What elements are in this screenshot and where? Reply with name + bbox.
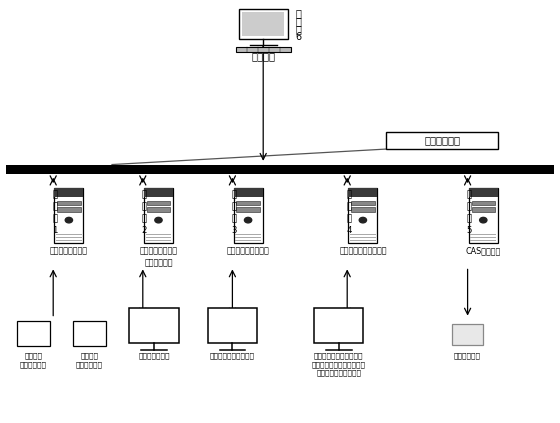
Bar [472,201,495,205]
Bar [54,188,83,243]
Text: 飞行仿真激励模块
视景仿真模块: 飞行仿真激励模块 视景仿真模块 [139,247,178,267]
Text: 作: 作 [466,202,472,211]
Text: 以太网交换机: 以太网交换机 [424,135,460,146]
Text: 前遮光罩设备仿真显示区
中央操控台设备仿真显示区
顶控板设备仿真显示区: 前遮光罩设备仿真显示区 中央操控台设备仿真显示区 顶控板设备仿真显示区 [312,353,366,376]
Bar [56,240,82,241]
Bar [350,234,376,235]
Bar [146,240,171,241]
Text: 作: 作 [295,16,301,26]
Bar [469,188,498,197]
Text: 工: 工 [142,190,147,199]
Bar [147,207,170,212]
Text: CAS告警模块: CAS告警模块 [466,247,501,255]
Text: 作: 作 [346,202,352,211]
Bar [208,308,257,343]
Bar [6,165,554,174]
Text: 工: 工 [346,190,352,199]
Bar [348,188,377,197]
Bar [242,12,284,36]
Text: 工: 工 [52,190,58,199]
Text: 工: 工 [466,190,472,199]
Bar [57,201,81,205]
Bar [73,321,106,346]
Bar [54,188,83,197]
Circle shape [245,217,252,223]
Bar [351,201,375,205]
Text: 作: 作 [231,202,237,211]
Text: 主驾驶位
驾驶盘和脚蹬: 主驾驶位 驾驶盘和脚蹬 [20,353,47,368]
Text: 站: 站 [142,214,147,223]
Text: 1: 1 [52,226,58,235]
Bar [314,308,363,343]
Bar [235,240,261,241]
Text: 站: 站 [346,214,352,223]
Text: 画面显示与控制模块: 画面显示与控制模块 [227,247,269,255]
Bar [470,240,496,241]
Bar [386,132,498,149]
Text: 站: 站 [52,214,58,223]
Bar [470,234,496,235]
Bar [472,207,495,212]
Text: 作: 作 [142,202,147,211]
Bar [239,9,288,39]
Text: 工: 工 [231,190,237,199]
Text: 4: 4 [346,226,352,235]
Bar [351,207,375,212]
Text: 站: 站 [466,214,472,223]
Bar [147,201,170,205]
Bar [57,207,81,212]
Text: 3: 3 [231,226,237,235]
Circle shape [65,217,72,223]
Bar [350,240,376,241]
Bar [469,188,498,243]
Bar [236,207,260,212]
Bar [146,234,171,235]
Text: 5: 5 [466,226,472,235]
Bar [235,234,261,235]
Bar [144,188,173,243]
Text: 6: 6 [295,32,301,42]
Text: 副驾驶位
驾驶盘和脚蹬: 副驾驶位 驾驶盘和脚蹬 [76,353,103,368]
Bar [236,47,291,52]
Text: 音频输出设备: 音频输出设备 [454,353,481,360]
Bar [236,201,260,205]
Circle shape [360,217,366,223]
Text: 视景仿真显示区: 视景仿真显示区 [138,353,170,360]
Bar [470,237,496,238]
Text: 总控模块: 总控模块 [251,51,275,61]
Bar [350,237,376,238]
Text: 2: 2 [142,226,147,235]
Bar [348,188,377,243]
Text: 主飞行仪表仿真显示区: 主飞行仪表仿真显示区 [210,353,255,360]
Bar [56,234,82,235]
Text: 站: 站 [231,214,237,223]
Circle shape [479,217,487,223]
Bar [129,308,179,343]
Bar [146,237,171,238]
Text: 外设数据采集模块: 外设数据采集模块 [50,247,88,255]
Circle shape [155,217,162,223]
Bar [144,188,173,197]
Bar [452,324,483,345]
Bar [235,237,261,238]
Bar [56,237,82,238]
Bar [17,321,50,346]
Text: 站: 站 [295,24,301,34]
Text: 工: 工 [295,8,301,18]
Bar [234,188,263,243]
Bar [234,188,263,197]
Text: 控制板模拟与显示模块: 控制板模拟与显示模块 [339,247,386,255]
Text: 作: 作 [52,202,58,211]
